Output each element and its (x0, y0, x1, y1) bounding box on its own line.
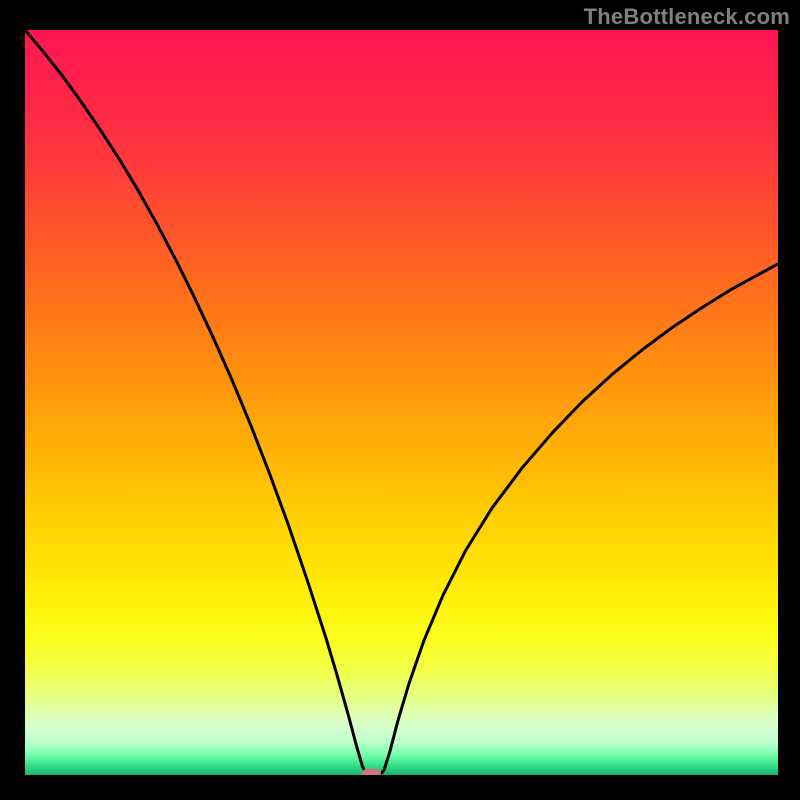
stage: TheBottleneck.com (0, 0, 800, 800)
watermark-text: TheBottleneck.com (584, 4, 790, 30)
chart-svg (25, 30, 778, 775)
min-marker (362, 769, 382, 775)
gradient-rect (25, 30, 778, 775)
plot-frame (25, 30, 778, 775)
